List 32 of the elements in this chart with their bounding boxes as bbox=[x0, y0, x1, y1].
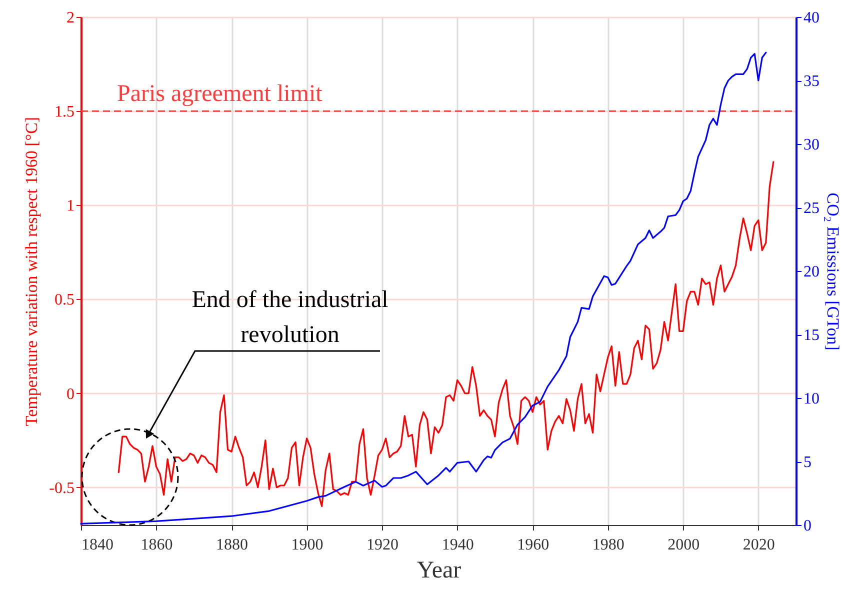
y2-tick-label: 0 bbox=[804, 518, 812, 534]
x-tick-label: 1840 bbox=[82, 536, 114, 554]
x-tick-label: 1880 bbox=[216, 536, 248, 554]
ref-line-label: Paris agreement limit bbox=[117, 81, 323, 108]
y-tick-label: -0.5 bbox=[49, 480, 74, 497]
annotation: End of the industrial revolution bbox=[192, 287, 389, 348]
y-tick-label: 1.5 bbox=[54, 104, 74, 121]
x-tick-label: 1940 bbox=[442, 536, 474, 554]
x-tick-label: 2020 bbox=[742, 536, 775, 554]
y-tick-label: 2 bbox=[66, 10, 74, 26]
y2-tick-label: 5 bbox=[804, 454, 812, 471]
y2-tick-label: 20 bbox=[804, 264, 820, 280]
x-tick-label: 1960 bbox=[517, 536, 550, 554]
x-tick-label: 2000 bbox=[668, 536, 700, 554]
y-tick-label: 0 bbox=[66, 386, 74, 403]
y2-axis-title: CO₂ Emissions [GTon] bbox=[824, 192, 842, 350]
line-series bbox=[118, 161, 774, 507]
y2-tick-label: 40 bbox=[804, 10, 820, 26]
line-series bbox=[80, 52, 767, 525]
x-tick-label: 1920 bbox=[366, 536, 399, 554]
y-tick-label: 0.5 bbox=[54, 292, 74, 309]
x-tick-label: 1860 bbox=[140, 536, 173, 554]
x-tick-label: 1900 bbox=[291, 536, 324, 554]
y-tick-label: 1 bbox=[66, 198, 74, 215]
x-axis-title: Year bbox=[416, 558, 462, 584]
y2-tick-label: 30 bbox=[804, 136, 820, 154]
x-tick-label: 1980 bbox=[592, 536, 624, 554]
y2-tick-label: 35 bbox=[804, 73, 820, 90]
y2-tick-label: 15 bbox=[804, 327, 820, 344]
y-axis-title: Temperature variation with respect 1960 [°C] bbox=[22, 116, 42, 426]
y2-tick-label: 25 bbox=[804, 200, 820, 217]
y2-tick-label: 10 bbox=[804, 390, 820, 408]
